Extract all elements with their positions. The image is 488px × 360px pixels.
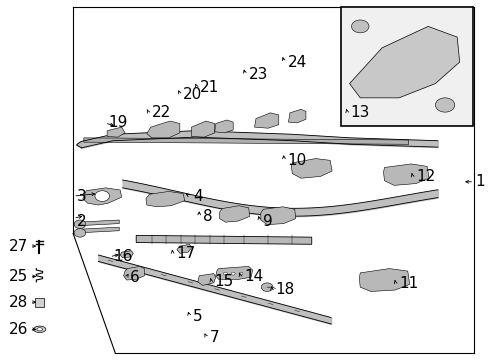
Text: 22: 22 (151, 105, 171, 120)
Text: 2: 2 (77, 213, 86, 229)
Polygon shape (82, 188, 122, 205)
Text: 25: 25 (9, 269, 28, 284)
Text: 19: 19 (108, 115, 127, 130)
Ellipse shape (34, 326, 46, 333)
Circle shape (95, 191, 109, 202)
Polygon shape (260, 207, 295, 225)
Polygon shape (77, 141, 81, 148)
Polygon shape (78, 227, 119, 233)
Text: 15: 15 (214, 274, 234, 289)
Circle shape (239, 272, 243, 275)
Polygon shape (191, 121, 214, 137)
Circle shape (231, 272, 235, 275)
Polygon shape (383, 164, 428, 185)
Circle shape (74, 229, 85, 237)
Polygon shape (136, 235, 311, 244)
Circle shape (223, 272, 227, 275)
Text: 5: 5 (193, 309, 202, 324)
Polygon shape (177, 244, 191, 253)
Text: 1: 1 (475, 174, 484, 189)
Text: 9: 9 (263, 213, 272, 229)
Text: 27: 27 (9, 239, 28, 253)
Circle shape (434, 98, 454, 112)
Text: 23: 23 (248, 67, 267, 82)
Text: 26: 26 (9, 322, 28, 337)
Polygon shape (78, 220, 119, 226)
Circle shape (351, 20, 368, 33)
Polygon shape (107, 127, 125, 137)
Text: 8: 8 (202, 209, 212, 224)
Text: 11: 11 (398, 276, 417, 291)
Polygon shape (254, 113, 278, 128)
Polygon shape (219, 206, 249, 222)
Text: 14: 14 (244, 269, 263, 284)
Bar (35, 298, 44, 307)
Text: 7: 7 (209, 330, 219, 345)
Polygon shape (123, 266, 144, 280)
Polygon shape (288, 109, 305, 123)
Text: 20: 20 (183, 87, 202, 102)
Polygon shape (145, 192, 184, 207)
Polygon shape (197, 274, 215, 285)
Text: 21: 21 (200, 80, 219, 95)
Polygon shape (214, 120, 233, 133)
Text: 24: 24 (287, 55, 306, 69)
Polygon shape (146, 121, 180, 138)
Text: 3: 3 (77, 189, 86, 203)
Polygon shape (349, 26, 459, 98)
Circle shape (261, 283, 272, 292)
Text: 17: 17 (176, 246, 195, 261)
Polygon shape (359, 269, 409, 292)
Text: 6: 6 (130, 270, 140, 285)
Text: 28: 28 (9, 295, 28, 310)
Ellipse shape (37, 328, 42, 331)
Text: 16: 16 (113, 249, 132, 264)
Polygon shape (120, 251, 133, 258)
Polygon shape (291, 158, 331, 178)
Text: 12: 12 (415, 169, 434, 184)
Text: 13: 13 (350, 105, 369, 120)
Text: 10: 10 (287, 153, 306, 168)
Bar (340, 7, 472, 126)
Polygon shape (215, 266, 252, 279)
Text: 4: 4 (193, 189, 202, 203)
Polygon shape (83, 138, 408, 144)
Circle shape (74, 220, 85, 229)
Text: 18: 18 (275, 282, 294, 297)
